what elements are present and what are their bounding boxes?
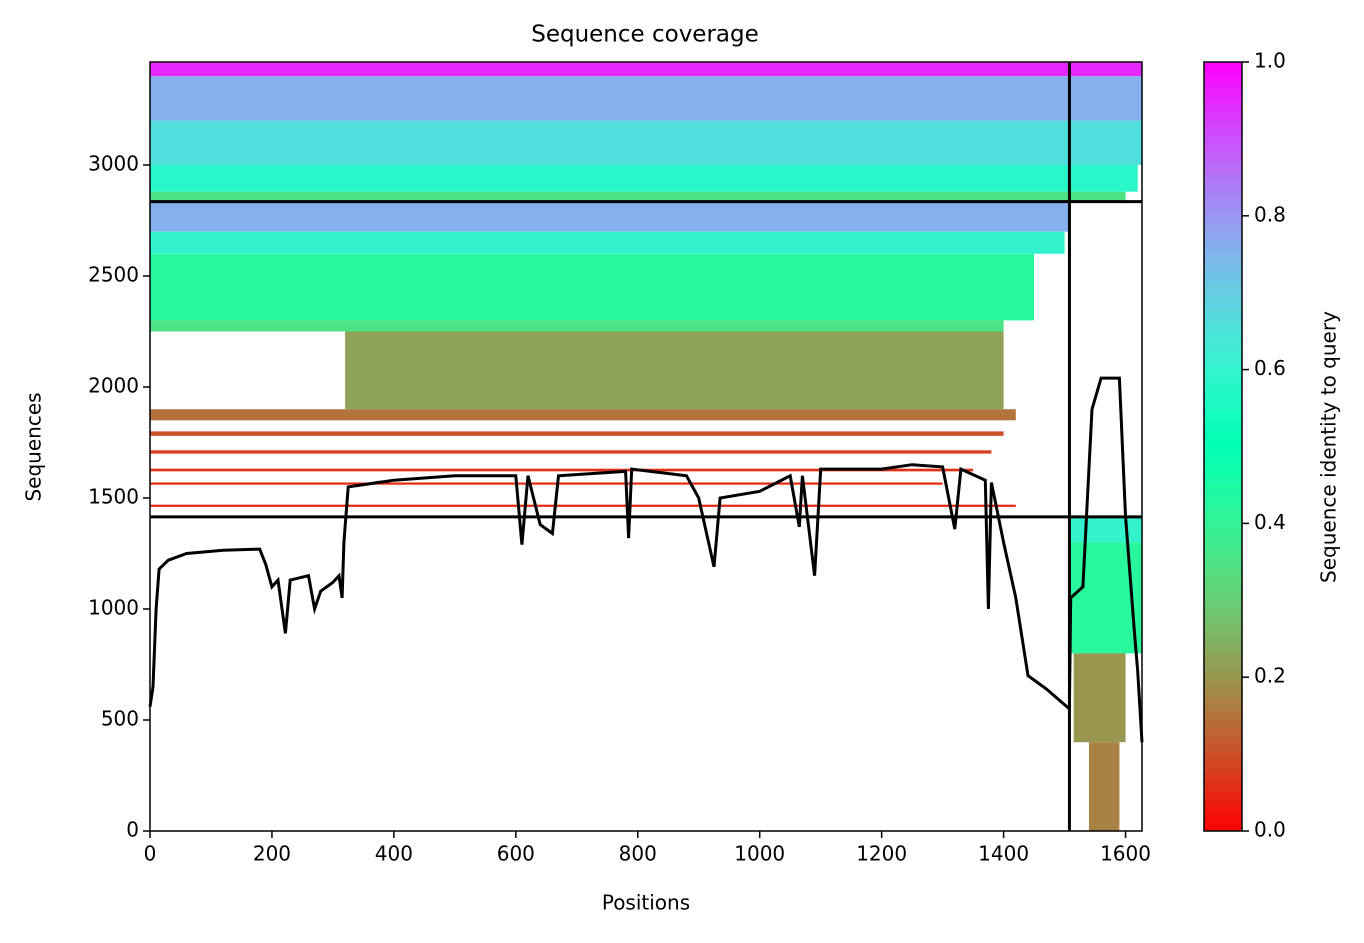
coverage-block bbox=[150, 468, 974, 472]
coverage-block bbox=[150, 165, 1138, 192]
y-tick-label: 1000 bbox=[88, 596, 139, 620]
y-tick-label: 500 bbox=[101, 707, 139, 731]
x-tick-label: 200 bbox=[253, 842, 291, 866]
chart-title: Sequence coverage bbox=[531, 22, 759, 48]
coverage-block bbox=[150, 431, 1004, 436]
colorbar bbox=[1203, 61, 1243, 832]
y-tick-label: 2000 bbox=[88, 374, 139, 398]
coverage-block bbox=[150, 409, 1016, 421]
coverage-block bbox=[150, 191, 1126, 202]
x-tick-label: 600 bbox=[497, 842, 535, 866]
x-tick-label: 0 bbox=[144, 842, 157, 866]
colorbar-tick-label: 0.2 bbox=[1254, 664, 1286, 688]
coverage-block bbox=[150, 320, 1004, 332]
x-tick-label: 1000 bbox=[734, 842, 785, 866]
y-tick-label: 1500 bbox=[88, 485, 139, 509]
coverage-block bbox=[150, 450, 992, 454]
y-tick-label: 2500 bbox=[88, 263, 139, 287]
coverage-line bbox=[148, 376, 1144, 743]
coverage-block bbox=[1073, 653, 1126, 743]
x-tick-label: 800 bbox=[619, 842, 657, 866]
y-axis-label: Sequences bbox=[22, 392, 46, 501]
coverage-block bbox=[150, 231, 1065, 254]
coverage-block bbox=[150, 201, 1070, 232]
coverage-block bbox=[150, 76, 1142, 121]
colorbar-tick-label: 0.4 bbox=[1254, 510, 1286, 534]
colorbar-tick-label: 0.0 bbox=[1254, 818, 1286, 842]
x-tick-label: 1600 bbox=[1100, 842, 1151, 866]
coverage-block bbox=[150, 504, 1016, 507]
x-tick-label: 400 bbox=[375, 842, 413, 866]
plot-frame bbox=[149, 61, 1143, 832]
x-axis-label: Positions bbox=[602, 891, 690, 915]
coverage-block bbox=[1070, 516, 1142, 543]
y-tick-label: 3000 bbox=[88, 152, 139, 176]
colorbar-tick-label: 0.6 bbox=[1254, 356, 1286, 380]
coverage-block bbox=[150, 482, 943, 485]
colorbar-label: Sequence identity to query bbox=[1317, 311, 1341, 583]
coverage-block bbox=[1088, 742, 1120, 831]
coverage-block bbox=[345, 331, 1004, 410]
x-tick-label: 1400 bbox=[978, 842, 1029, 866]
coverage-block bbox=[150, 253, 1035, 321]
coverage-block bbox=[150, 62, 1142, 77]
colorbar-tick-label: 1.0 bbox=[1254, 49, 1286, 73]
y-tick-label: 0 bbox=[126, 818, 139, 842]
x-tick-label: 1200 bbox=[856, 842, 907, 866]
coverage-block bbox=[150, 120, 1142, 166]
colorbar-tick-label: 0.8 bbox=[1254, 202, 1286, 226]
